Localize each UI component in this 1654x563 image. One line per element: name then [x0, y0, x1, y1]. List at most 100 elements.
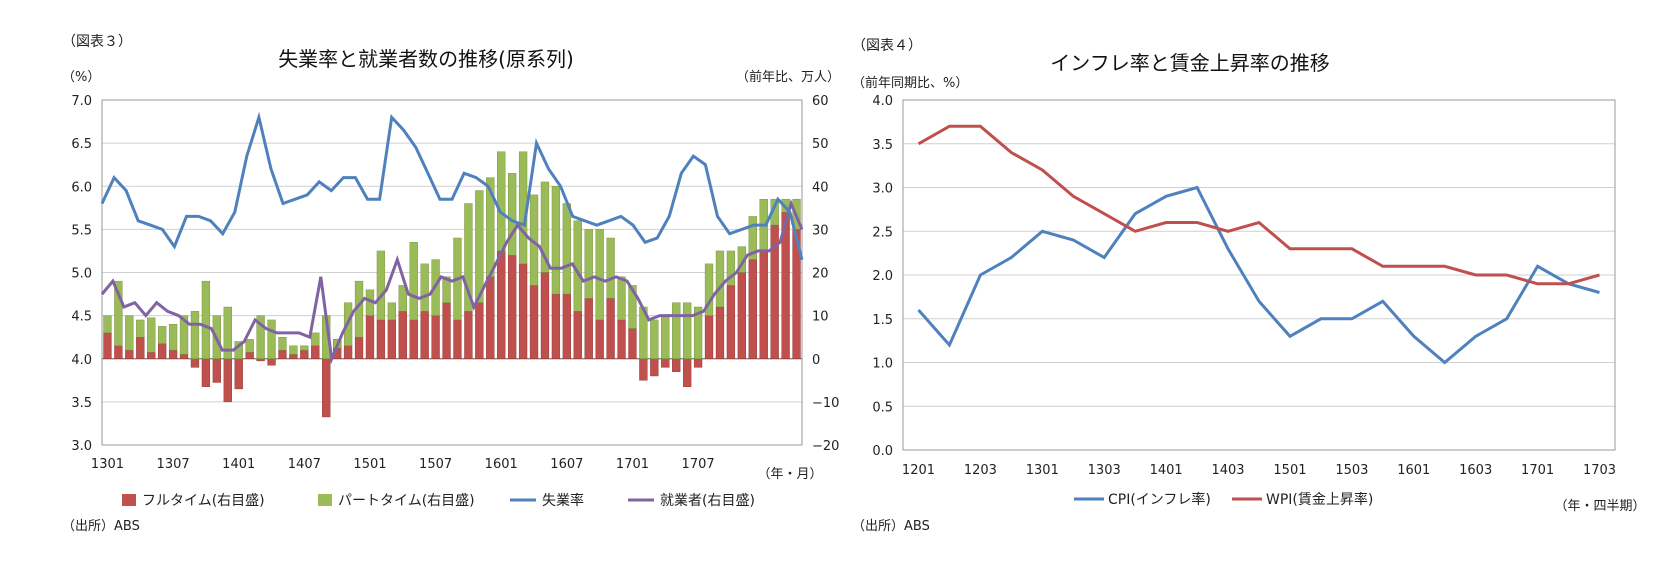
right-y-tick-label: 2.5 [872, 225, 893, 240]
fulltime-bar [737, 272, 746, 359]
fulltime-bar [562, 293, 571, 359]
parttime-bar [125, 315, 134, 351]
fulltime-bar [420, 311, 429, 359]
parttime-bar [497, 151, 506, 252]
fulltime-bar [726, 285, 736, 359]
parttime-bar [168, 324, 178, 351]
fulltime-bar [759, 250, 768, 359]
left-y-tick-label: 6.5 [71, 137, 92, 152]
fulltime-bar [508, 255, 517, 359]
parttime-bar [661, 315, 670, 359]
parttime-bar [158, 326, 167, 344]
parttime-bar [693, 306, 703, 359]
left-legend-label: パートタイム(右目盛) [338, 493, 475, 509]
fulltime-bar [365, 315, 375, 359]
parttime-bar [617, 276, 626, 321]
right-legend: CPI(インフレ率) WPI(賃金上昇率) [1074, 491, 1373, 508]
fulltime-bar [650, 358, 659, 377]
fulltime-bar [715, 306, 725, 359]
right-y-tick-label: 10 [812, 310, 829, 325]
cpi-line [917, 185, 1600, 365]
fulltime-bar [409, 319, 418, 359]
fulltime-bar [551, 293, 561, 359]
fulltime-bar [190, 358, 200, 368]
left-y-tick-label: 7.0 [71, 94, 92, 109]
left-x-tick-label: 1401 [222, 457, 255, 472]
fulltime-bar [431, 315, 440, 359]
right-x-tick-label: 1301 [1026, 463, 1059, 478]
parttime-bar [409, 242, 418, 321]
left-y-unit: （%） [62, 70, 100, 85]
right-x-tick-label: 1203 [964, 463, 997, 478]
fulltime-bar [223, 358, 232, 403]
parttime-bar [267, 319, 276, 359]
right-x-unit: （年・四半期） [1554, 499, 1645, 514]
right-y-tick-label: 2.0 [872, 269, 893, 284]
parttime-bar [256, 315, 265, 359]
fulltime-bar [518, 263, 528, 359]
parttime-bar [704, 263, 714, 316]
right-source: （出所）ABS [852, 519, 930, 534]
parttime-bar [420, 263, 429, 312]
left-figure-label: （図表３） [62, 34, 132, 50]
left-y-tick-label: 5.0 [71, 267, 92, 282]
fulltime-bar [464, 311, 473, 359]
fulltime-bar [453, 319, 462, 359]
fulltime-bar [639, 358, 648, 381]
right-figure-label: （図表４） [852, 38, 922, 54]
left-x-tick-label: 1507 [419, 457, 452, 472]
parttime-bar [540, 181, 550, 273]
left-y-tick-label: 6.0 [71, 180, 92, 195]
left-plot-frame [101, 99, 803, 446]
fulltime-bar [584, 298, 593, 359]
right-y-tick-label: 3.0 [872, 182, 893, 197]
right-x-tick-label: 1701 [1521, 463, 1554, 478]
left-x-tick-label: 1701 [616, 457, 649, 472]
parttime-bar [683, 302, 692, 359]
right-plot-frame [902, 99, 1616, 451]
parttime-bar [442, 276, 451, 303]
parttime-bar [562, 203, 571, 295]
fulltime-bar [704, 315, 714, 359]
right-y-tick-label: −20 [812, 439, 839, 454]
right-x-tick-label: 1501 [1273, 463, 1306, 478]
employment-line [100, 198, 804, 365]
left-x-tick-label: 1607 [550, 457, 583, 472]
parttime-bar [179, 315, 189, 355]
fulltime-bar [201, 358, 211, 387]
fulltime-bar [475, 302, 484, 359]
left-y-tick-label: 3.0 [71, 439, 92, 454]
parttime-bar [475, 190, 484, 303]
parttime-bar [464, 203, 473, 312]
fulltime-bar [573, 311, 582, 359]
fulltime-bar [661, 358, 670, 368]
fulltime-bar [628, 328, 637, 359]
fulltime-bar [617, 319, 626, 359]
left-x-tick-label: 1707 [682, 457, 715, 472]
fulltime-bar [147, 352, 156, 359]
unemployment-rate-line [100, 111, 804, 260]
right-legend-label: CPI(インフレ率) [1108, 491, 1211, 508]
right-x-tick-label: 1603 [1459, 463, 1492, 478]
parttime-bar [147, 317, 156, 353]
fulltime-bar [234, 358, 243, 390]
fulltime-bar [278, 349, 287, 359]
left-chart-title: 失業率と就業者数の推移(原系列) [278, 47, 574, 71]
right-y-tick-label: 50 [812, 137, 829, 152]
fulltime-bar [256, 358, 265, 362]
parttime-bar [223, 306, 232, 359]
fulltime-bar [529, 285, 539, 359]
fulltime-bar [387, 319, 396, 359]
right-y-unit-left-chart: （前年比、万人） [736, 69, 840, 85]
parttime-bar [628, 285, 637, 329]
fulltime-bar [103, 332, 112, 359]
right-y-tick-label: 30 [812, 223, 829, 238]
right-y-tick-label: 0 [812, 353, 820, 368]
fulltime-bar [595, 319, 604, 359]
left-x-tick-label: 1501 [353, 457, 386, 472]
left-tick-labels: 3.0 3.5 4.0 4.5 5.0 5.5 6.0 6.5 7.0 −20 −10 0 10 20 30… [71, 94, 839, 472]
parttime-bar [136, 319, 145, 338]
left-y-tick-label: 3.5 [71, 396, 92, 411]
right-y-tick-label: 4.0 [872, 94, 893, 109]
